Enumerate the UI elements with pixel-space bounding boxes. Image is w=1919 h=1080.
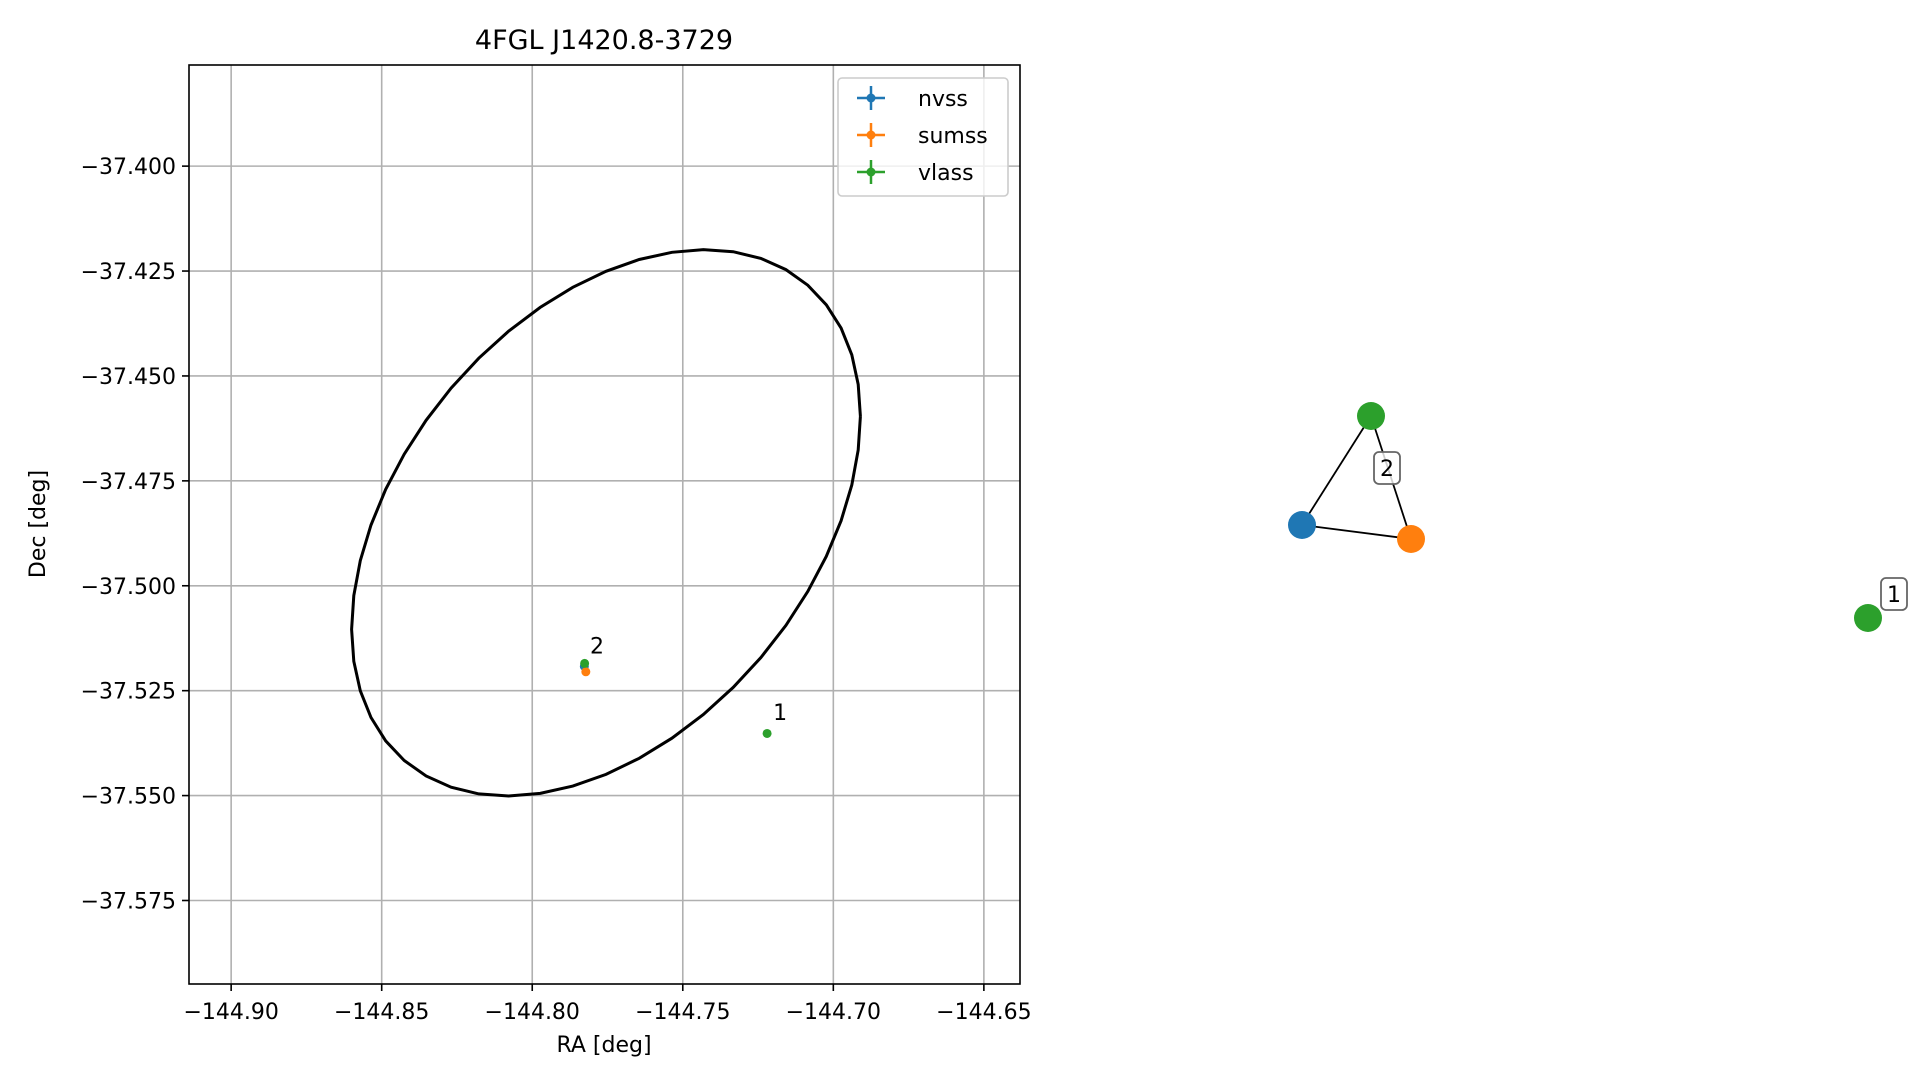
legend-entry-vlass: vlass [857,160,974,186]
graph-edge [1301,524,1412,540]
nodes-layer [1288,402,1882,632]
legend-marker [866,93,876,103]
y-tick-label: −37.525 [81,680,176,705]
source-label: 1 [773,701,787,726]
y-tick-label: −37.550 [81,785,176,810]
group-label-1: 1 [1880,577,1908,611]
chart-title: 4FGL J1420.8-3729 [475,25,733,56]
x-tick-label: −144.85 [334,1000,429,1025]
graph-node-vlass-2 [1357,402,1385,430]
annotations-layer: 21 [590,635,787,726]
legend-label: sumss [918,124,988,149]
graph-node-sumss-2 [1397,525,1425,553]
vlass-point [762,728,772,738]
scatter-chart: 4FGL J1420.8-3729 21 −144.90 −144.85 −144.… [26,25,1032,1058]
legend-marker [866,130,876,140]
group-labels-layer: 21 [1373,451,1908,611]
y-axis-label: Dec [deg] [26,470,51,578]
y-axis-ticks: −37.400 −37.425 −37.450 −37.475 −37.500 −37.5… [81,155,189,914]
legend-box [837,77,1009,197]
y-tick-label: −37.450 [81,365,176,390]
vlass-point [580,658,590,668]
group-label-text: 1 [1887,583,1901,608]
error-ellipse [350,248,862,798]
x-tick-label: −144.75 [635,1000,730,1025]
x-tick-label: −144.80 [485,1000,580,1025]
y-tick-label: −37.500 [81,575,176,600]
network-graph: 21 [1288,402,1908,632]
graph-node-vlass-1 [1854,604,1882,632]
graph-edge [1301,415,1372,526]
x-axis-ticks: −144.90 −144.85 −144.80 −144.75 −144.70 −144.… [183,984,1032,1025]
group-label-text: 2 [1380,457,1394,482]
x-tick-label: −144.90 [183,1000,278,1025]
group-label-2: 2 [1373,451,1401,485]
plot-frame [188,64,1021,985]
legend: nvss sumss vlass [837,77,1009,197]
y-tick-label: −37.575 [81,889,176,914]
y-tick-label: −37.475 [81,470,176,495]
legend-label: vlass [918,161,974,186]
legend-label: nvss [918,87,968,112]
gridlines [189,65,1020,984]
legend-entry-sumss: sumss [857,123,988,149]
source-label: 2 [590,635,604,660]
sumss-point [581,667,591,677]
x-tick-label: −144.70 [786,1000,881,1025]
y-tick-label: −37.425 [81,260,176,285]
x-tick-label: −144.65 [936,1000,1031,1025]
legend-marker [866,167,876,177]
x-axis-label: RA [deg] [556,1033,651,1058]
group-label-box [1373,451,1401,485]
points-layer [579,658,772,738]
graph-node-nvss-2 [1288,511,1316,539]
group-label-box [1880,577,1908,611]
error-ellipse-layer [350,248,862,798]
legend-entry-nvss: nvss [857,86,968,112]
y-tick-label: −37.400 [81,155,176,180]
